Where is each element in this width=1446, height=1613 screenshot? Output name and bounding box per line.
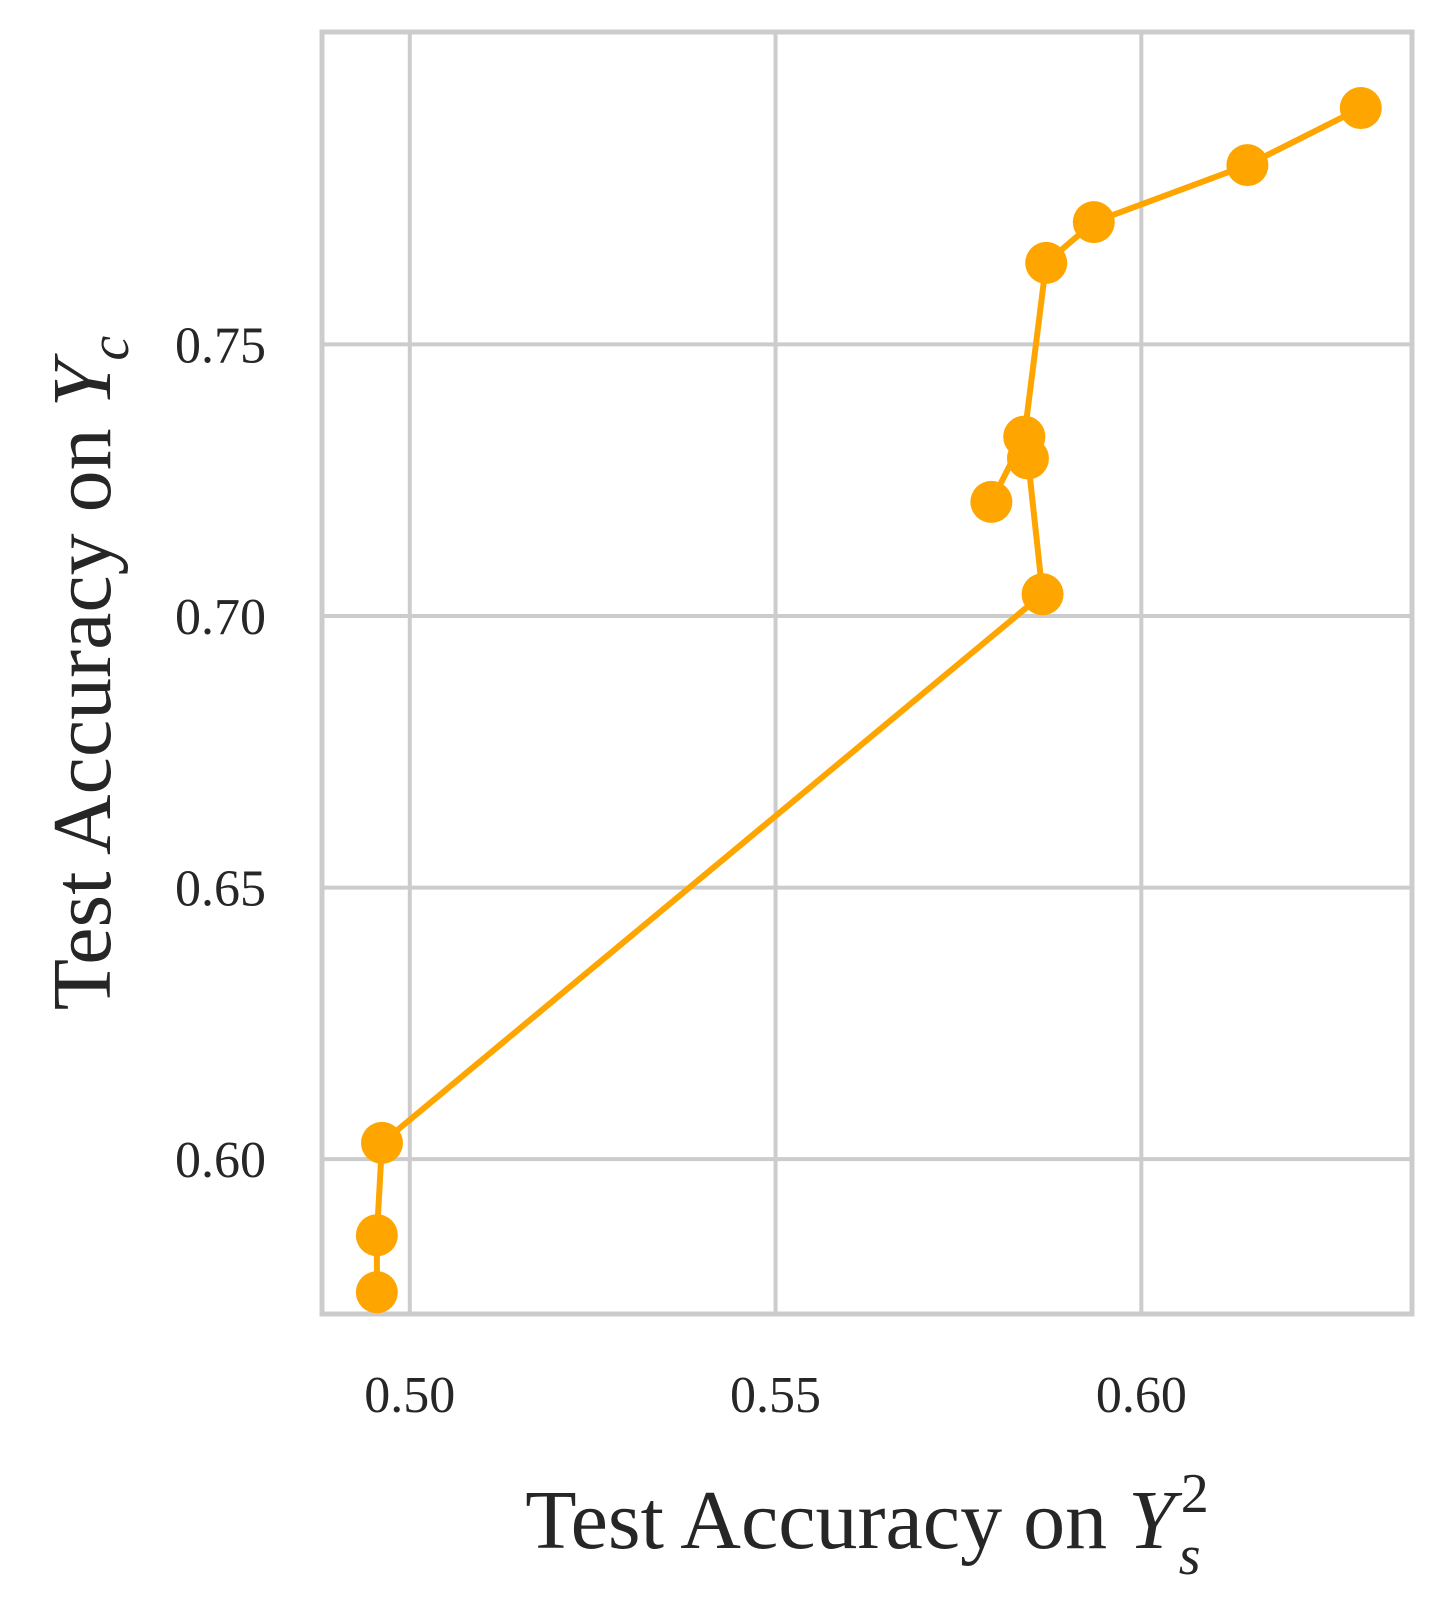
y-axis-title-subscript: c: [79, 336, 141, 361]
y-axis-title-symbol: Y: [36, 352, 129, 407]
data-point: [1025, 241, 1068, 284]
y-tick-label: 0.75: [175, 317, 266, 374]
plot-area: [322, 32, 1412, 1314]
gridlines: [322, 32, 1412, 1314]
y-tick-label: 0.65: [175, 861, 266, 918]
data-point: [1339, 87, 1382, 130]
data-point: [1226, 144, 1269, 187]
data-point: [970, 480, 1013, 523]
data-point: [355, 1214, 398, 1257]
x-tick-labels: 0.50 0.55 0.60: [364, 1367, 1187, 1424]
x-tick-label: 0.55: [730, 1367, 821, 1424]
x-axis-title-subscript: s: [1179, 1525, 1201, 1587]
x-axis-title-text: Test Accuracy on: [525, 1474, 1128, 1567]
data-point: [1003, 415, 1046, 458]
x-axis-title-superscript: 2: [1181, 1463, 1209, 1525]
y-tick-labels: 0.60 0.65 0.70 0.75: [175, 317, 266, 1189]
x-tick-label: 0.50: [364, 1367, 455, 1424]
data-point: [360, 1121, 403, 1164]
data-point: [355, 1271, 398, 1314]
x-tick-label: 0.60: [1096, 1367, 1187, 1424]
data-series: [355, 87, 1382, 1314]
data-point: [1072, 201, 1115, 244]
plot-frame: [319, 29, 1415, 1317]
y-tick-label: 0.60: [175, 1132, 266, 1189]
y-axis-title-text: Test Accuracy on: [36, 407, 129, 1010]
y-axis-title: Test Accuracy on Yc: [36, 336, 141, 1011]
data-point: [1021, 573, 1064, 616]
y-tick-label: 0.70: [175, 589, 266, 646]
x-axis-title-symbol: Y: [1128, 1474, 1183, 1567]
